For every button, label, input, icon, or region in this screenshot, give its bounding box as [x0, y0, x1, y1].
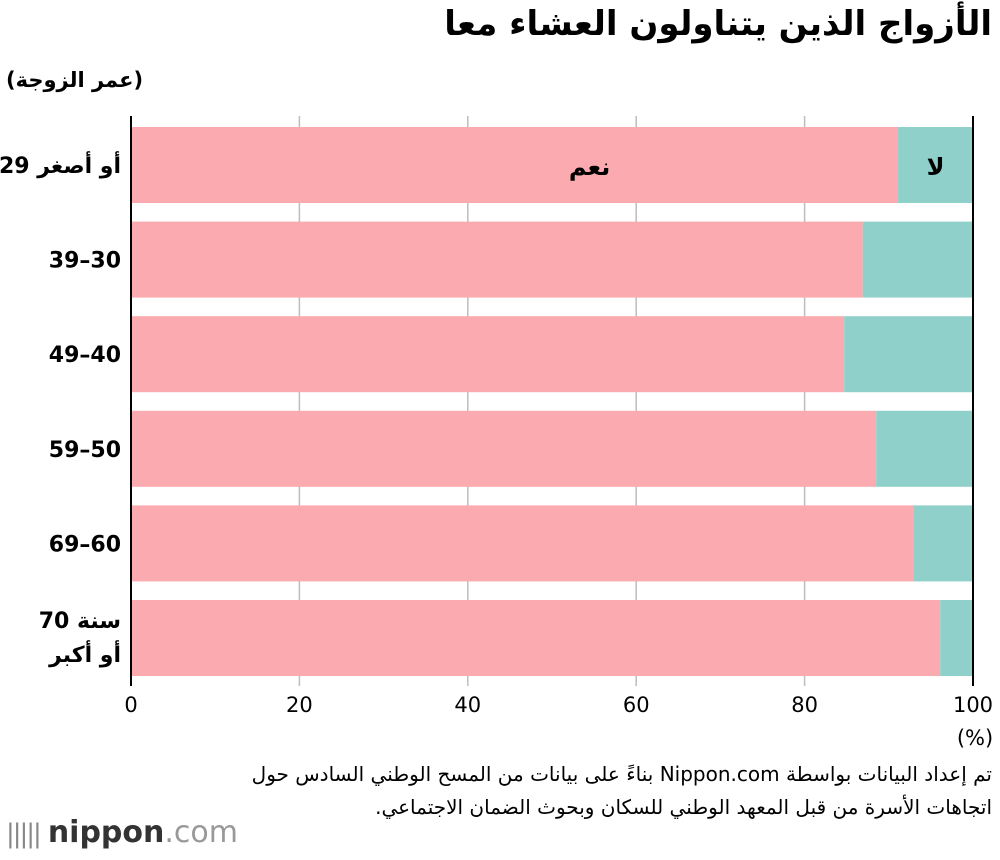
bar-no-2 [844, 316, 973, 393]
series-label-no: لا [927, 153, 945, 181]
x-tick-label-0: 0 [124, 693, 137, 717]
logo-brand: nippon [47, 815, 165, 850]
bar-no-5 [940, 600, 973, 676]
nippon-logo: ||||| nippon.com [6, 815, 238, 850]
category-label-1: 39–30 [49, 249, 121, 274]
x-tick-label-20: 20 [286, 693, 313, 717]
bar-yes-3 [131, 410, 877, 487]
x-tick-label-60: 60 [623, 693, 650, 717]
source-note: تم إعداد البيانات بواسطة Nippon.com بناء… [251, 762, 992, 819]
y-axis-title: (عمر الزوجة) [6, 68, 144, 92]
category-label-5-0: 70 سنة [39, 609, 121, 634]
bar-no-3 [876, 410, 973, 487]
series-label-yes: نعم [569, 153, 610, 181]
stacked-bar-chart: 29 أو أصغر 39–30 49–40 59–50 69–60 70 سنة أو أ… [0, 116, 993, 750]
bar-yes-2 [131, 316, 845, 393]
bar-yes-1 [131, 221, 863, 298]
x-unit-label: (%) [957, 726, 993, 750]
x-tick-label-40: 40 [454, 693, 481, 717]
bar-no-1 [862, 221, 973, 298]
bar-no-0 [898, 127, 973, 203]
logo-suffix: .com [164, 815, 238, 850]
category-label-4: 69–60 [49, 532, 121, 557]
chart-title: الأزواج الذين يتناولون العشاء معا [444, 4, 992, 44]
category-label-0: 29 أو أصغر [0, 150, 121, 179]
category-label-5-1: أو أكبر [48, 639, 121, 668]
x-tick-label-100: 100 [953, 693, 993, 717]
bar-no-4 [913, 505, 973, 582]
category-label-2: 49–40 [49, 343, 121, 368]
category-label-3: 59–50 [49, 438, 121, 463]
x-tick-label-80: 80 [791, 693, 818, 717]
bar-yes-0 [131, 127, 899, 203]
nippon-logo-icon: ||||| [6, 818, 42, 849]
bar-yes-5 [131, 600, 941, 676]
bar-yes-4 [131, 505, 914, 582]
